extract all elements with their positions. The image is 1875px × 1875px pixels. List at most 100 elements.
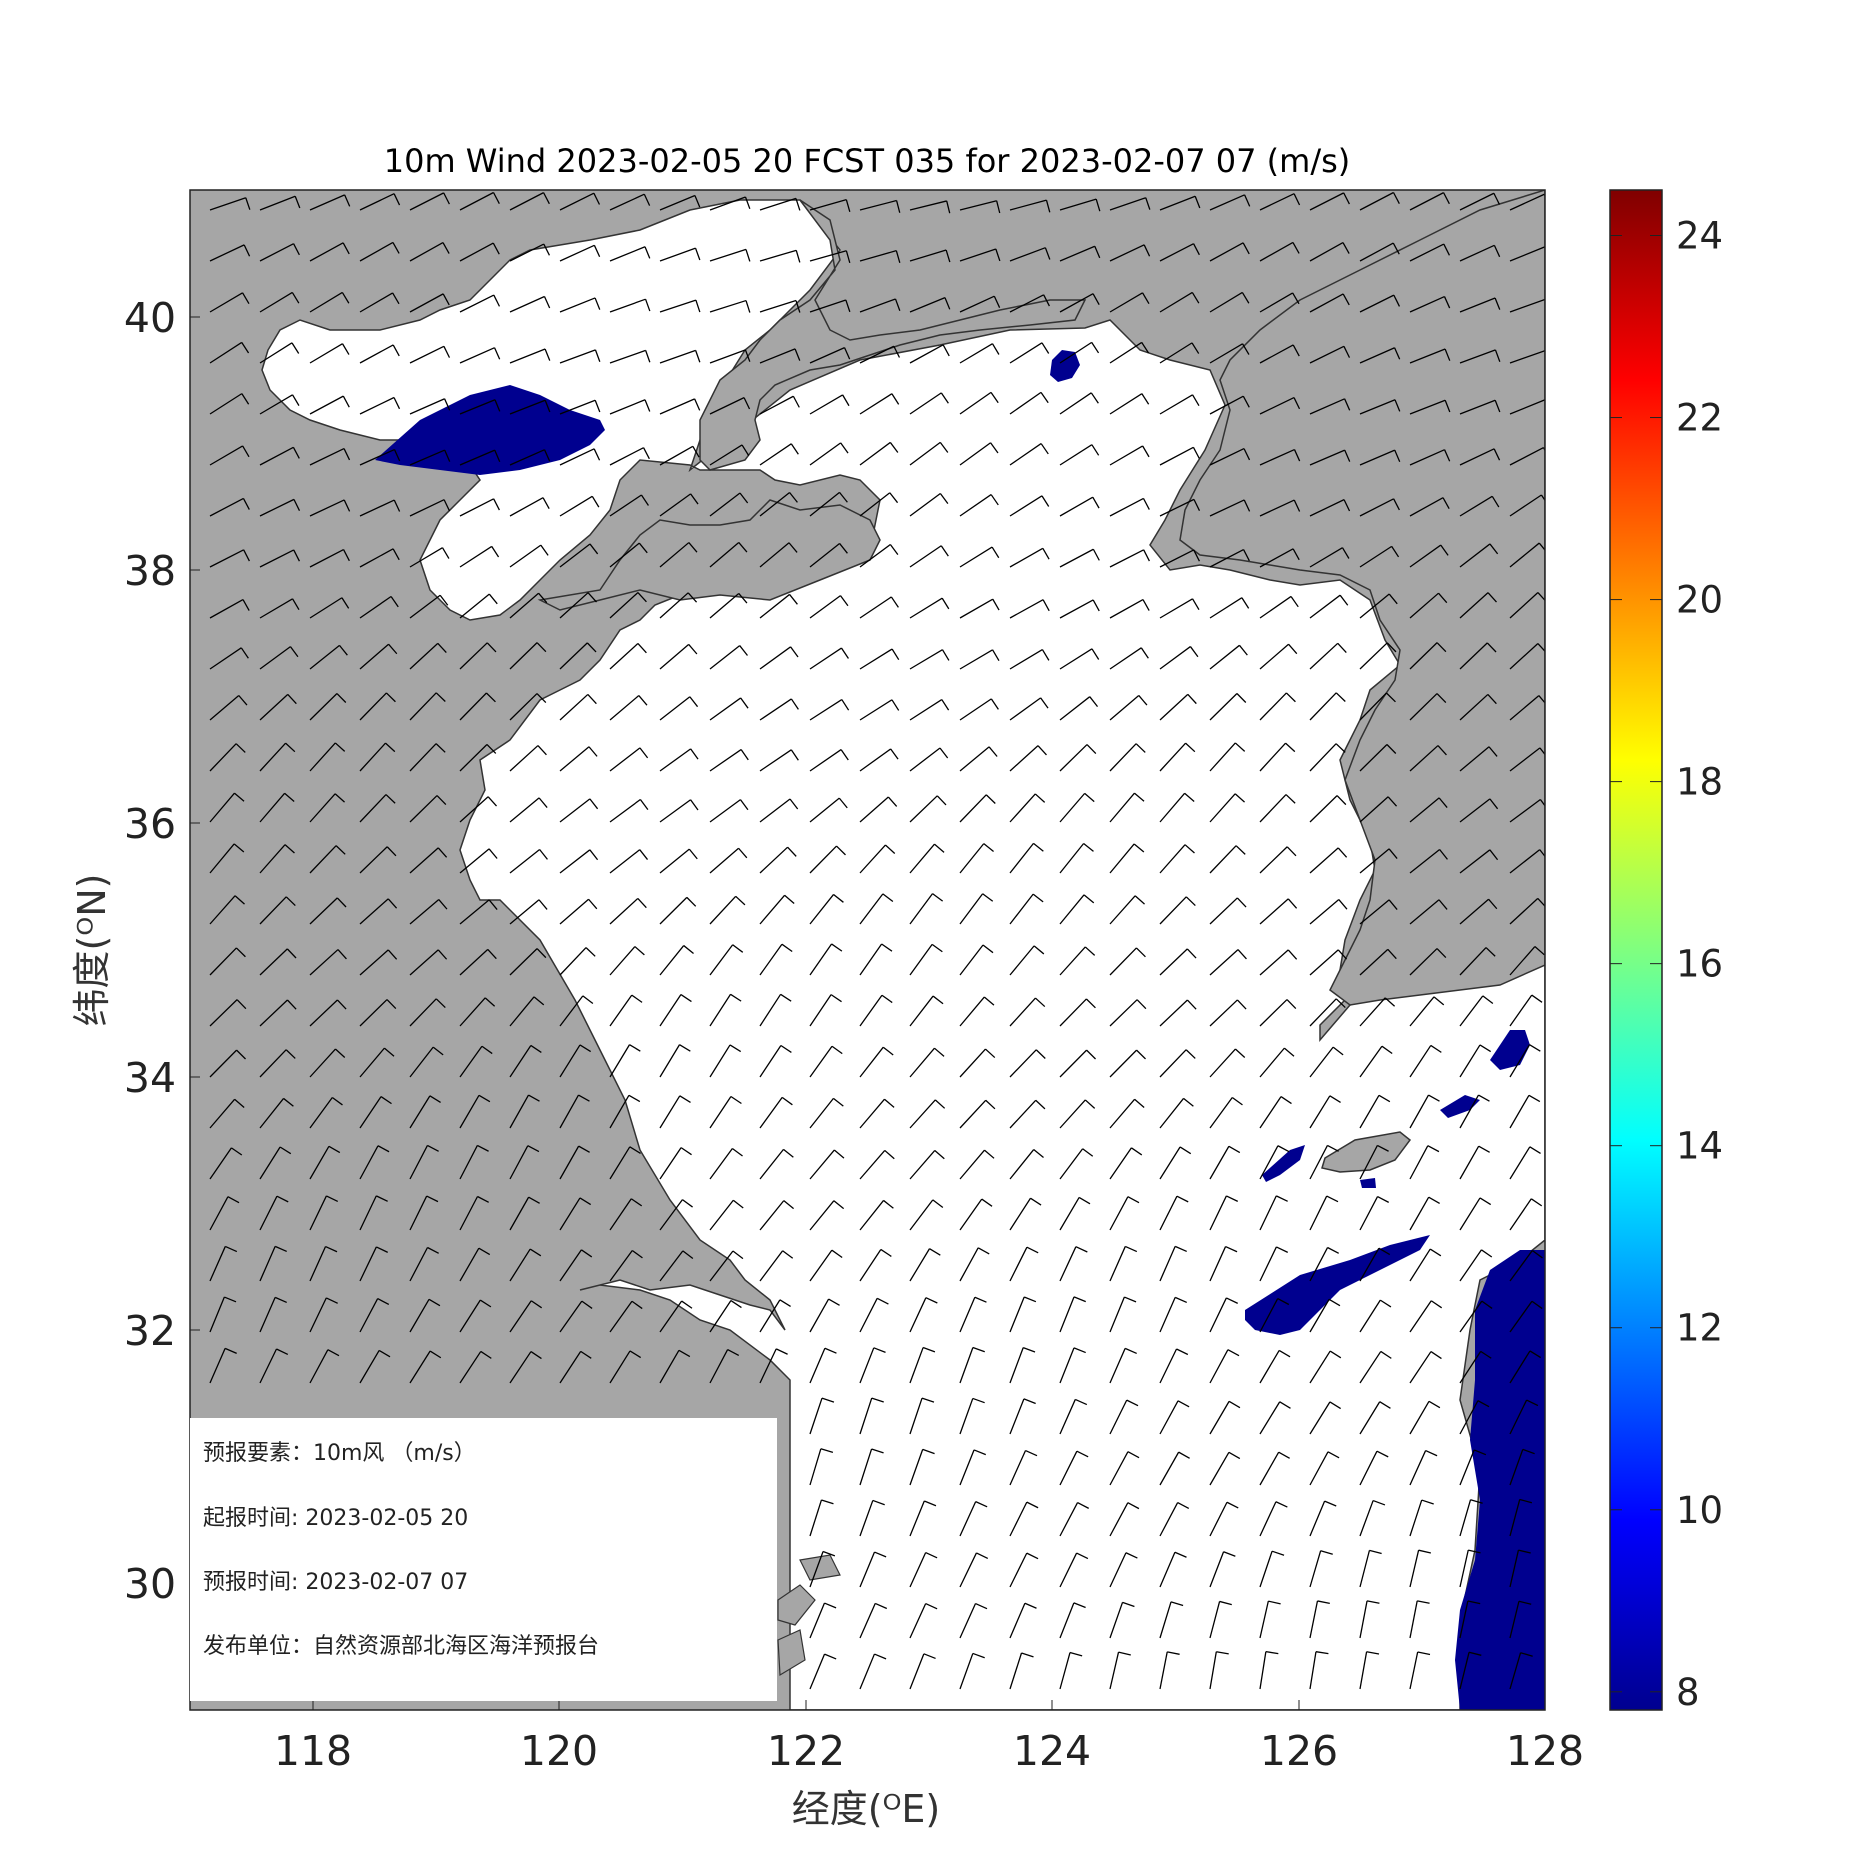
wind-barb-feather xyxy=(694,195,701,208)
x-tick-label: 118 xyxy=(274,1727,352,1775)
wind-barb xyxy=(409,1195,428,1231)
wind-barb xyxy=(1109,341,1143,364)
wind-barb-feather xyxy=(1189,646,1199,658)
wind-barb-feather xyxy=(1040,697,1049,709)
wind-barb-feather xyxy=(234,792,245,802)
wind-barb-feather xyxy=(629,1146,641,1154)
wind-barb xyxy=(559,642,588,670)
wind-barb xyxy=(1509,1449,1524,1486)
wind-barb-feather xyxy=(991,343,1000,355)
wind-barb xyxy=(259,1195,278,1231)
wind-barb xyxy=(1009,697,1042,721)
wind-barb xyxy=(459,796,489,823)
wind-barb xyxy=(909,1500,925,1537)
wind-barb-feather xyxy=(1032,893,1044,903)
wind-barb xyxy=(1209,194,1245,211)
wind-barb-feather xyxy=(895,250,901,263)
wind-barb-feather xyxy=(944,297,951,310)
wind-barb xyxy=(1109,1348,1126,1384)
wind-barb-feather xyxy=(233,843,245,853)
wind-barb xyxy=(1259,643,1289,670)
wind-barb-feather xyxy=(540,544,549,556)
wind-barb-feather xyxy=(843,347,851,360)
wind-barb xyxy=(309,1048,336,1078)
wind-barb xyxy=(659,1300,683,1333)
wind-barb-feather xyxy=(1287,949,1298,960)
wind-barb xyxy=(909,1449,924,1486)
wind-barb xyxy=(1359,347,1395,364)
wind-barb-feather xyxy=(1234,1048,1246,1058)
wind-barb xyxy=(1009,443,1042,466)
wind-barb xyxy=(1359,545,1393,568)
wind-barb-feather xyxy=(488,848,498,859)
wind-barb xyxy=(1459,1094,1480,1129)
wind-barb-feather xyxy=(1244,194,1251,207)
wind-barb-feather xyxy=(988,746,998,757)
wind-barb xyxy=(1159,1601,1172,1639)
wind-barb-feather xyxy=(1040,392,1049,404)
wind-barb xyxy=(1309,795,1338,823)
wind-barb-feather xyxy=(631,1249,643,1259)
wind-barb xyxy=(409,949,439,976)
wind-barb-feather xyxy=(1140,647,1149,659)
wind-barb-feather xyxy=(528,1196,540,1204)
wind-barb xyxy=(459,899,490,925)
wind-barb xyxy=(659,1349,680,1384)
wind-barb xyxy=(1109,895,1136,925)
wind-barb xyxy=(1159,394,1193,415)
wind-barb-feather xyxy=(1293,193,1301,206)
wind-barb xyxy=(1109,743,1137,772)
wind-barb-feather xyxy=(1135,947,1146,958)
wind-barb-feather xyxy=(1069,1651,1083,1657)
wind-barb xyxy=(609,1094,630,1129)
wind-barb-feather xyxy=(694,398,701,411)
wind-barb-feather xyxy=(279,1146,292,1155)
wind-barb-feather xyxy=(291,292,300,304)
wind-barb xyxy=(1009,1099,1037,1129)
wind-barb-feather xyxy=(589,798,599,810)
wind-barb xyxy=(1209,949,1239,976)
wind-barb-feather xyxy=(1192,598,1200,610)
wind-barb xyxy=(259,291,293,313)
wind-barb-feather xyxy=(1136,999,1147,1010)
wind-barb-feather xyxy=(1026,1552,1039,1560)
wind-barb-feather xyxy=(982,944,994,954)
wind-barb xyxy=(909,795,938,823)
wind-barb xyxy=(709,847,739,874)
wind-barb-feather xyxy=(1342,242,1350,254)
wind-barb xyxy=(559,1249,582,1282)
wind-barb xyxy=(1009,1246,1028,1282)
wind-barb xyxy=(1409,544,1442,568)
wind-barb-feather xyxy=(874,1551,887,1558)
wind-barb xyxy=(909,995,934,1027)
wind-barb-feather xyxy=(841,699,850,711)
wind-barb-feather xyxy=(925,1297,938,1304)
wind-barb xyxy=(259,549,295,568)
wind-barb-feather xyxy=(234,1098,245,1108)
wind-barb xyxy=(1159,291,1193,313)
wind-barb-feather xyxy=(1436,642,1447,653)
wind-barb xyxy=(359,999,388,1027)
wind-barb-feather xyxy=(1379,1401,1391,1409)
wind-barb xyxy=(959,295,995,313)
wind-barb xyxy=(1009,1296,1025,1333)
wind-barb-feather xyxy=(644,246,651,259)
wind-barb xyxy=(759,993,782,1027)
wind-barb-feather xyxy=(1143,549,1150,562)
wind-barb-feather xyxy=(682,1250,694,1260)
wind-barb xyxy=(1409,1045,1432,1078)
colorbar-tick-label: 8 xyxy=(1676,1671,1700,1714)
wind-barb xyxy=(1509,1601,1520,1639)
wind-barb-feather xyxy=(779,1299,791,1308)
wind-barb xyxy=(759,894,786,925)
wind-barb xyxy=(609,897,639,925)
wind-barb xyxy=(459,848,490,874)
wind-barb xyxy=(1259,1246,1277,1282)
wind-barb-feather xyxy=(1444,348,1451,361)
wind-barb xyxy=(559,1197,581,1231)
island-c xyxy=(799,1554,841,1581)
wind-barb xyxy=(759,249,797,262)
wind-barb-feather xyxy=(1192,447,1200,459)
wind-barb-feather xyxy=(880,1248,892,1257)
wind-barb xyxy=(309,597,343,619)
